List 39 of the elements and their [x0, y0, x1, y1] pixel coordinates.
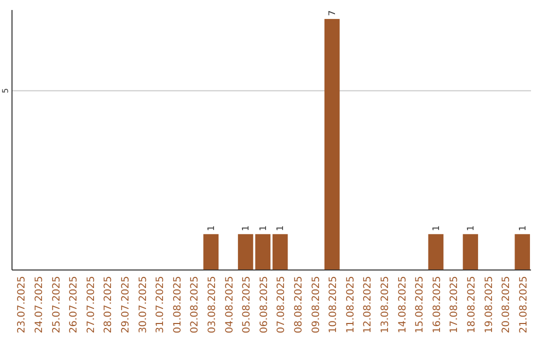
data-label: 1 [466, 225, 476, 232]
x-tick-label: 20.08.2025 [501, 276, 512, 334]
data-label: 1 [258, 225, 269, 232]
data-label: 7 [328, 10, 338, 16]
x-tick-label: 19.08.2025 [484, 276, 495, 334]
x-tick-label: 01.08.2025 [172, 276, 184, 334]
x-tick-label: 02.08.2025 [190, 276, 201, 334]
data-label: 1 [432, 225, 442, 232]
data-label: 1 [276, 225, 286, 232]
data-label: 1 [518, 225, 528, 232]
x-tick-label: 28.07.2025 [103, 276, 114, 334]
x-tick-label: 08.08.2025 [293, 276, 304, 334]
x-tick-label: 24.07.2025 [34, 276, 45, 334]
x-tick-label: 14.08.2025 [397, 276, 408, 334]
x-tick-label: 18.08.2025 [466, 276, 478, 334]
y-tick-label: 5 [1, 88, 10, 94]
data-label: 1 [206, 225, 217, 232]
data-label: 1 [242, 225, 252, 232]
x-tick-label: 17.08.2025 [449, 276, 460, 334]
x-tick-label: 07.08.2025 [276, 276, 288, 334]
x-tick-label: 29.07.2025 [120, 276, 132, 334]
x-tick-label: 11.08.2025 [345, 276, 356, 334]
x-tick-label: 13.08.2025 [380, 276, 391, 334]
x-tick-label: 10.08.2025 [328, 276, 340, 334]
x-tick-label: 23.07.2025 [16, 276, 28, 334]
x-tick-label: 06.08.2025 [258, 276, 270, 334]
x-tick-label: 30.07.2025 [138, 276, 149, 334]
x-tick-label: 09.08.2025 [310, 276, 322, 334]
x-tick-label: 31.07.2025 [155, 276, 166, 334]
x-tick-label: 27.07.2025 [86, 276, 97, 334]
x-tick-label: 05.08.2025 [242, 276, 253, 334]
x-tick-label: 12.08.2025 [362, 276, 374, 334]
x-tick-label: 25.07.2025 [51, 276, 62, 334]
x-tick-label: 21.08.2025 [518, 276, 530, 334]
x-tick-label: 03.08.2025 [206, 276, 218, 334]
x-tick-label: 16.08.2025 [432, 276, 443, 334]
x-tick-label: 26.07.2025 [68, 276, 80, 334]
x-tick-label: 04.08.2025 [224, 276, 236, 334]
x-tick-label: 15.08.2025 [414, 276, 426, 334]
